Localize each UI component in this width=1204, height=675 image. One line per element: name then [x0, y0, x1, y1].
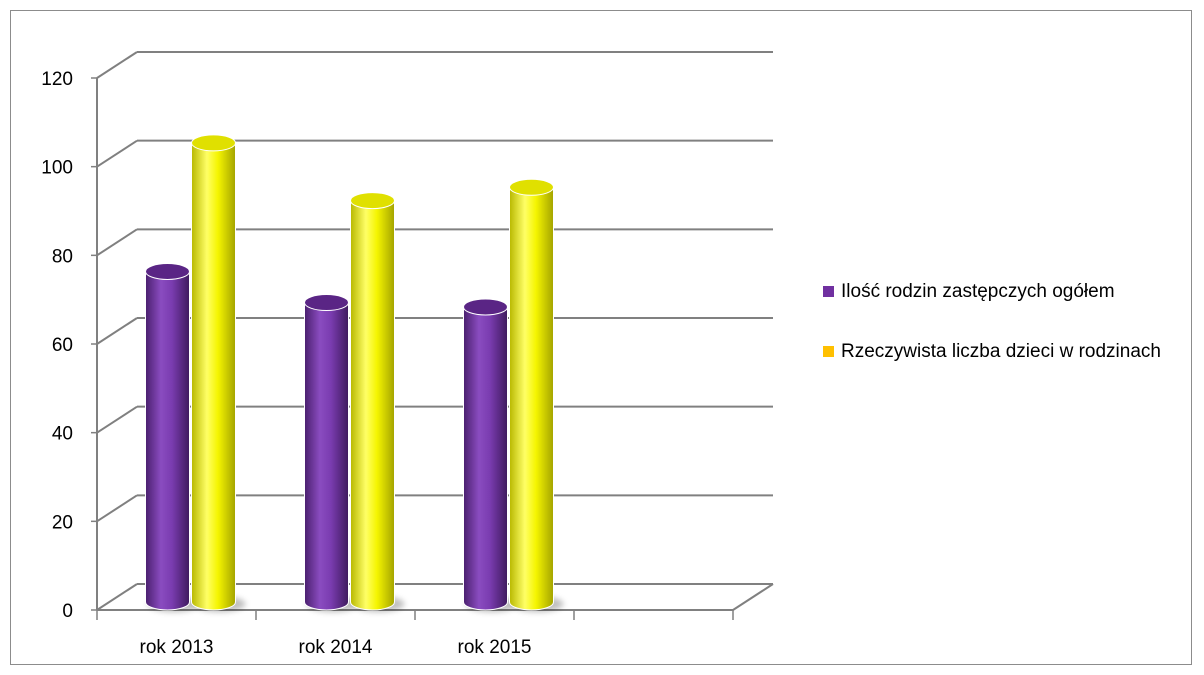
chart-frame [10, 10, 1192, 665]
gridline-edge-80 [96, 228, 138, 257]
bar-1-3 [463, 298, 518, 612]
legend-swatch-series-1 [823, 286, 834, 297]
y-tick-label: 20 [52, 512, 73, 533]
legend: Ilość rodzin zastępczych ogółem Rzeczywi… [823, 278, 1193, 398]
bar-1-2 [304, 294, 359, 612]
bar-2-1 [191, 134, 246, 612]
x-tick-label: rok 2014 [299, 637, 373, 658]
x-tick-label: rok 2015 [458, 637, 532, 658]
gridline-edge-40 [96, 405, 138, 434]
y-tick-label: 80 [52, 246, 73, 267]
x-tick-label: rok 2013 [140, 637, 214, 658]
gridline-edge-20 [96, 494, 138, 523]
legend-label-series-1: Ilość rodzin zastępczych ogółem [841, 281, 1115, 302]
legend-item-series-1: Ilość rodzin zastępczych ogółem [823, 278, 1193, 305]
labels-layer: 0 20 40 60 80 100 120 rok 2013 rok 2014 rok 2015 [41, 69, 531, 658]
gridline-edge-60 [96, 317, 138, 345]
gridline-edge-120 [96, 51, 138, 79]
y-tick-label: 40 [52, 424, 73, 445]
gridline-edge-100 [96, 139, 138, 168]
y-tick-label: 100 [41, 158, 73, 179]
legend-label-series-2: Rzeczywista liczba dzieci w rodzinach [841, 341, 1161, 362]
y-tick-label: 0 [62, 601, 73, 622]
axes-layer [91, 51, 774, 620]
y-tick-label: 120 [41, 69, 73, 90]
bar-2-3 [509, 178, 564, 612]
legend-item-series-2: Rzeczywista liczba dzieci w rodzinach [823, 338, 1193, 365]
bars-layer [145, 134, 564, 612]
bar-1-1 [145, 263, 200, 612]
floor-right-edge [732, 583, 774, 611]
gridline-edge-0 [96, 583, 138, 611]
y-tick-label: 60 [52, 335, 73, 356]
bar-2-2 [350, 192, 405, 612]
legend-swatch-series-2 [823, 346, 834, 357]
